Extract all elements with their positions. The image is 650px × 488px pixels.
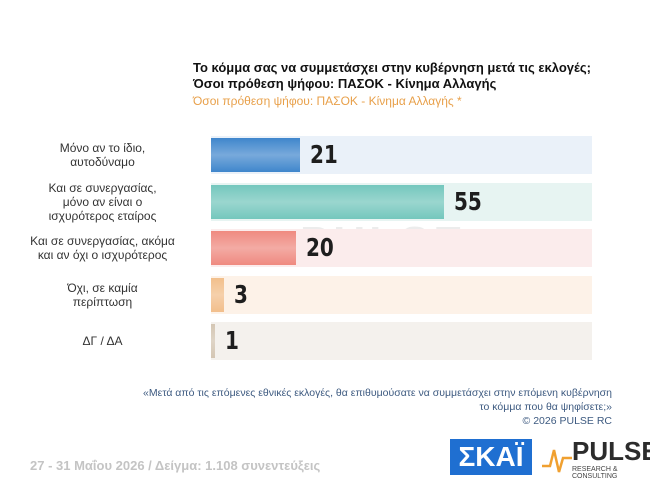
category-label: ΔΓ / ΔΑ — [82, 334, 123, 348]
title-line: Το κόμμα σας να συμμετάσχει στην κυβέρνη… — [193, 60, 591, 75]
category-label: Μόνο αν το ίδιο, αυτοδύναμο — [59, 141, 146, 169]
value-label: 55 — [453, 187, 482, 216]
category-label: Και σε συνεργασίας, ακόμα και αν όχι ο ι… — [30, 234, 175, 262]
bar — [211, 278, 224, 312]
pulse-icon — [542, 449, 572, 473]
subtitle: Όσοι πρόθεση ψήφου: ΠΑΣΟΚ - Κίνημα Αλλαγ… — [193, 94, 462, 108]
title-line: Όσοι πρόθεση ψήφου: ΠΑΣΟΚ - Κίνημα Αλλαγ… — [193, 76, 497, 91]
bar — [211, 324, 216, 358]
note-line: © 2026 PULSE RC — [522, 415, 612, 427]
value-label: 20 — [305, 233, 334, 262]
value-label: 3 — [233, 280, 248, 309]
value-label: 1 — [225, 326, 240, 355]
value-label: 21 — [309, 140, 338, 169]
bar — [211, 231, 296, 265]
note-line: το κόμμα που θα ψηφίσετε;» — [479, 401, 612, 413]
footer: 27 - 31 Μαΐου 2026 / Δείγμα: 1.108 συνεν… — [30, 458, 321, 473]
pulse-logo: PULSE — [572, 436, 650, 466]
pulse-logo-sub: RESEARCH & CONSULTING — [572, 466, 618, 480]
skai-logo: ΣΚΑΪ — [450, 439, 532, 475]
note: «Μετά από τις επόμενες εθνικές εκλογές, … — [143, 386, 612, 428]
category-label: Και σε συνεργασίας, μόνο αν είναι ο ισχυ… — [48, 181, 157, 223]
bar-track — [211, 276, 592, 314]
note-line: «Μετά από τις επόμενες εθνικές εκλογές, … — [143, 387, 612, 399]
category-label: Όχι, σε καμία περίπτωση — [67, 281, 138, 309]
bar — [211, 185, 444, 219]
bar — [211, 138, 300, 172]
title: Το κόμμα σας να συμμετάσχει στην κυβέρνη… — [193, 60, 591, 92]
bar-track — [211, 322, 592, 360]
